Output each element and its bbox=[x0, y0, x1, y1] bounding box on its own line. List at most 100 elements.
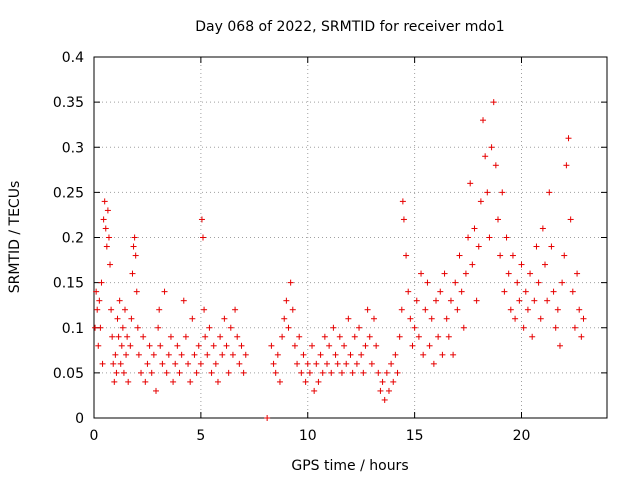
data-point bbox=[113, 369, 120, 376]
data-point bbox=[428, 315, 435, 322]
x-tick-label: 5 bbox=[196, 428, 205, 444]
data-point bbox=[208, 369, 215, 376]
data-point bbox=[118, 342, 125, 349]
y-tick-label: 0.25 bbox=[53, 185, 84, 201]
data-point bbox=[377, 387, 384, 394]
data-point bbox=[94, 306, 101, 313]
data-point bbox=[185, 360, 192, 367]
data-point bbox=[379, 378, 386, 385]
data-point bbox=[130, 243, 137, 250]
data-point bbox=[100, 216, 107, 223]
data-point bbox=[232, 306, 239, 313]
data-point bbox=[368, 360, 375, 367]
data-point bbox=[323, 360, 330, 367]
data-point bbox=[315, 378, 322, 385]
data-point bbox=[219, 351, 226, 358]
data-point bbox=[569, 288, 576, 295]
data-point bbox=[311, 387, 318, 394]
data-point bbox=[514, 279, 521, 286]
data-point bbox=[518, 261, 525, 268]
data-point bbox=[98, 279, 105, 286]
data-point bbox=[148, 369, 155, 376]
data-point bbox=[296, 333, 303, 340]
x-axis: 0 5 10 15 20 bbox=[90, 57, 530, 444]
data-point bbox=[146, 342, 153, 349]
data-point bbox=[103, 243, 110, 250]
data-point bbox=[567, 216, 574, 223]
data-point bbox=[527, 270, 534, 277]
y-tick-label: 0.35 bbox=[53, 95, 84, 111]
data-point bbox=[362, 342, 369, 349]
data-point bbox=[144, 360, 151, 367]
data-point bbox=[430, 360, 437, 367]
data-point bbox=[319, 369, 326, 376]
data-point bbox=[109, 333, 116, 340]
data-point bbox=[529, 333, 536, 340]
data-point bbox=[140, 333, 147, 340]
data-point bbox=[195, 342, 202, 349]
data-point bbox=[439, 351, 446, 358]
data-point bbox=[313, 360, 320, 367]
data-point bbox=[332, 351, 339, 358]
data-point bbox=[108, 306, 115, 313]
data-point bbox=[556, 342, 563, 349]
data-point bbox=[330, 324, 337, 331]
data-point bbox=[351, 333, 358, 340]
data-point bbox=[445, 333, 452, 340]
data-point bbox=[193, 369, 200, 376]
data-point bbox=[212, 360, 219, 367]
data-point bbox=[358, 351, 365, 358]
data-point bbox=[473, 297, 480, 304]
data-point bbox=[317, 351, 324, 358]
data-point bbox=[105, 234, 112, 241]
data-point bbox=[128, 315, 135, 322]
data-point bbox=[115, 333, 122, 340]
data-point bbox=[121, 306, 128, 313]
data-point bbox=[535, 279, 542, 286]
data-point bbox=[242, 351, 249, 358]
data-point bbox=[546, 189, 553, 196]
data-point bbox=[435, 333, 442, 340]
data-point bbox=[571, 324, 578, 331]
data-point bbox=[563, 162, 570, 169]
data-point bbox=[306, 369, 313, 376]
data-point bbox=[452, 279, 459, 286]
data-point bbox=[539, 225, 546, 232]
data-point bbox=[289, 306, 296, 313]
data-point bbox=[229, 351, 236, 358]
data-point bbox=[117, 360, 124, 367]
data-point bbox=[116, 297, 123, 304]
data-point bbox=[413, 297, 420, 304]
data-point bbox=[482, 153, 489, 160]
data-point bbox=[159, 360, 166, 367]
data-point bbox=[392, 351, 399, 358]
data-point bbox=[328, 369, 335, 376]
data-point bbox=[343, 360, 350, 367]
data-series-mdo1 bbox=[92, 99, 587, 421]
data-point bbox=[424, 279, 431, 286]
data-point bbox=[509, 252, 516, 259]
data-point bbox=[276, 378, 283, 385]
data-point bbox=[170, 378, 177, 385]
data-point bbox=[274, 351, 281, 358]
data-point bbox=[492, 162, 499, 169]
data-point bbox=[302, 378, 309, 385]
x-tick-label: 15 bbox=[406, 428, 424, 444]
y-tick-label: 0.15 bbox=[53, 276, 84, 292]
data-point bbox=[403, 252, 410, 259]
data-point bbox=[217, 333, 224, 340]
y-axis: 0 0.05 0.1 0.15 0.2 0.25 0.3 0.35 0.4 bbox=[53, 50, 607, 427]
data-point bbox=[304, 360, 311, 367]
data-point bbox=[124, 333, 131, 340]
data-point bbox=[450, 351, 457, 358]
data-point bbox=[123, 351, 130, 358]
data-point bbox=[360, 369, 367, 376]
chart-title: Day 068 of 2022, SRMTID for receiver mdo… bbox=[195, 19, 504, 35]
data-point bbox=[418, 270, 425, 277]
data-point bbox=[214, 378, 221, 385]
data-point bbox=[287, 279, 294, 286]
data-point bbox=[240, 369, 247, 376]
data-point bbox=[112, 351, 119, 358]
data-point bbox=[398, 306, 405, 313]
data-point bbox=[409, 342, 416, 349]
